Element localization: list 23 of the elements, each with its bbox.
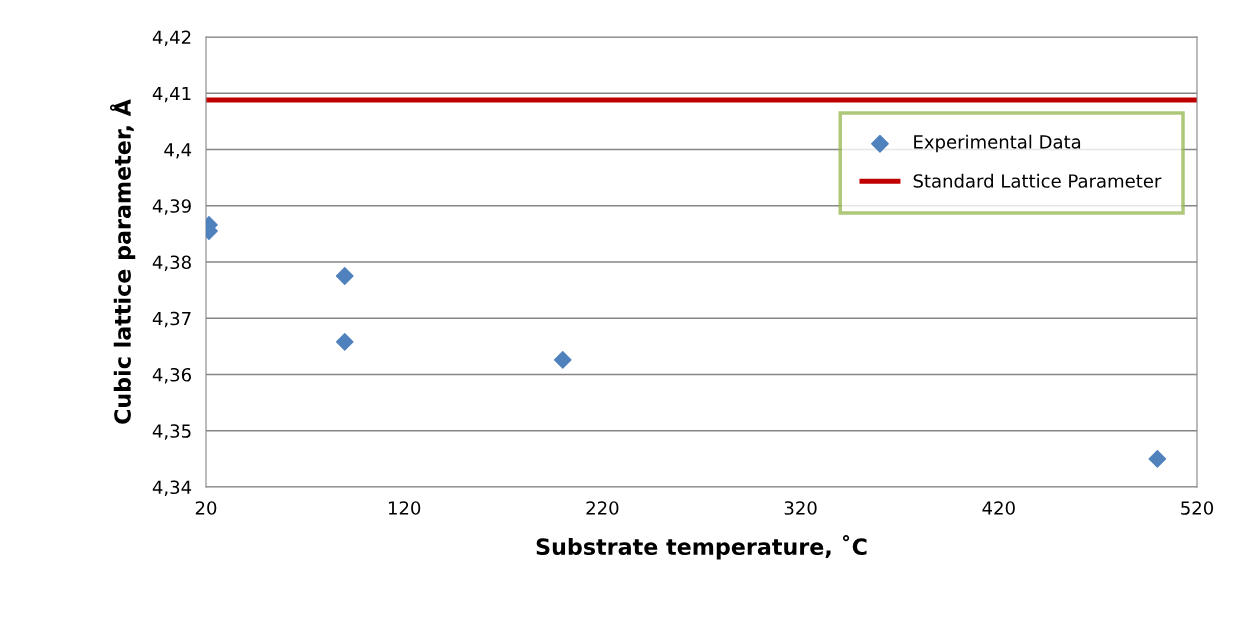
y-tick-label: 4,36 <box>152 367 191 384</box>
y-tick-label: 4,39 <box>152 199 191 215</box>
x-axis-title: Substrate temperature, ˚C <box>536 535 867 560</box>
x-tick-label: 20 <box>195 501 217 515</box>
y-tick-label: 4,4 <box>164 143 192 159</box>
y-tick-label: 4,37 <box>152 311 191 328</box>
point <box>1148 449 1167 468</box>
point <box>335 267 354 285</box>
x-tick-label: 420 <box>982 501 1015 515</box>
x-tick-label: 320 <box>784 501 817 515</box>
legend-label: Experimental Data <box>914 134 1081 153</box>
point <box>335 332 354 351</box>
y-tick-label: 4,42 <box>152 30 191 46</box>
y-tick-label: 4,35 <box>152 424 191 440</box>
y-tick-label: 4,34 <box>152 480 192 496</box>
y-axis-title: Cubic lattice parameter, Å <box>109 99 136 424</box>
y-tick-label: 4,38 <box>152 255 191 271</box>
y-tick-label: 4,41 <box>152 86 191 103</box>
x-tick-label: 520 <box>1181 501 1214 515</box>
point <box>553 350 572 369</box>
legend-label: Standard Lattice Parameter <box>913 173 1162 188</box>
x-tick-label: 120 <box>388 501 421 515</box>
x-tick-label: 220 <box>586 501 619 515</box>
